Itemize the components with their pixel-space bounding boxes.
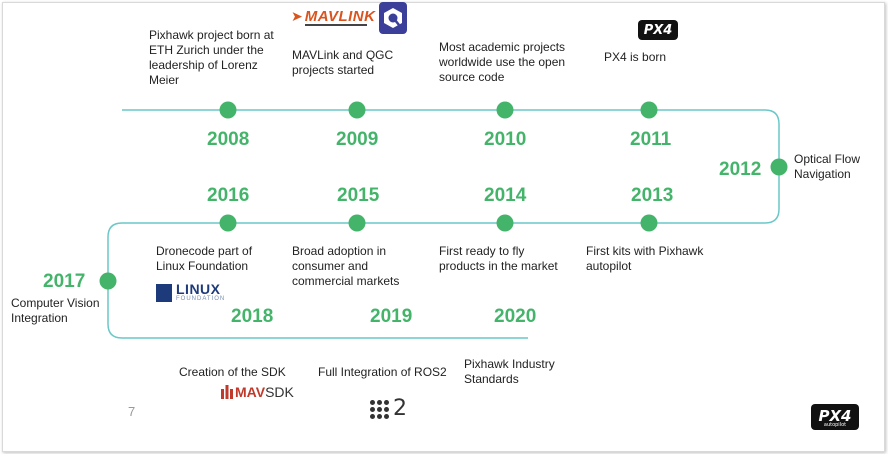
milestone-2020-text: Pixhawk Industry Standards: [464, 357, 555, 386]
milestone-2019-text: Full Integration of ROS2: [318, 365, 447, 379]
milestone-2014-text: First ready to fly products in the marke…: [439, 244, 558, 273]
year-2016: 2016: [207, 185, 250, 206]
year-2013: 2013: [631, 185, 674, 206]
milestone-2015-text: Broad adoption in consumer and commercia…: [292, 244, 400, 288]
year-2012: 2012: [719, 159, 762, 180]
milestone-dot-2013: [640, 214, 658, 232]
mavlink-logo-text: MAVLINK: [304, 7, 376, 25]
qgroundcontrol-logo: [379, 2, 407, 34]
milestone-2017-text: Computer Vision Integration: [11, 296, 100, 325]
linux-foundation-logo: LINUX FOUNDATION: [156, 282, 225, 303]
foundation-logo-text: FOUNDATION: [176, 296, 226, 302]
px4-logo-small: PX4: [638, 20, 678, 40]
milestone-dot-2016: [219, 214, 237, 232]
slide-number: 7: [128, 404, 136, 419]
mavlink-underline: [305, 24, 367, 26]
ros-dots-icon: [370, 399, 389, 419]
linux-logo-text: LINUX: [176, 281, 221, 297]
year-2014: 2014: [484, 185, 527, 206]
px4-autopilot-logo-text: PX4: [818, 406, 852, 425]
mavlink-wing-icon: ➤: [291, 7, 303, 24]
mavsdk-logo: MAV SDK: [221, 384, 294, 400]
linux-foundation-mark-icon: [156, 283, 172, 302]
year-2010: 2010: [484, 129, 527, 150]
milestone-2018-text: Creation of the SDK: [179, 365, 286, 379]
px4-autopilot-sub-text: autopilot: [823, 421, 847, 428]
qgc-icon: [384, 8, 402, 28]
milestone-dot-2017: [99, 272, 117, 290]
year-2008: 2008: [207, 129, 250, 150]
milestone-2013-text: First kits with Pixhawk autopilot: [586, 244, 704, 273]
milestone-dot-2008: [219, 101, 237, 119]
mavsdk-logo-text-a: MAV: [235, 384, 266, 400]
year-2017: 2017: [43, 271, 86, 292]
year-2020: 2020: [494, 306, 537, 327]
ros2-logo: 2: [370, 398, 407, 420]
ros2-logo-text: 2: [393, 396, 407, 421]
milestone-dot-2012: [770, 158, 788, 176]
milestone-2008-text: Pixhawk project born at ETH Zurich under…: [149, 28, 274, 87]
milestone-dot-2009: [348, 101, 366, 119]
year-2015: 2015: [337, 185, 380, 206]
milestone-2010-text: Most academic projects worldwide use the…: [439, 40, 566, 84]
milestone-dot-2014: [496, 214, 514, 232]
milestone-dot-2015: [348, 214, 366, 232]
mavlink-logo: ➤ MAVLINK: [291, 6, 375, 26]
year-2019: 2019: [370, 306, 413, 327]
year-2011: 2011: [630, 129, 672, 150]
mavsdk-mark-icon: [221, 385, 233, 399]
year-2018: 2018: [231, 306, 274, 327]
milestone-2012-text: Optical Flow Navigation: [794, 152, 861, 181]
milestone-2016-text: Dronecode part of Linux Foundation: [156, 244, 253, 273]
px4-autopilot-logo: PX4 autopilot: [811, 404, 859, 430]
px4-logo-text: PX4: [643, 22, 673, 38]
milestone-2009-text: MAVLink and QGC projects started: [292, 48, 394, 77]
milestone-dot-2011: [640, 101, 658, 119]
year-2009: 2009: [336, 129, 379, 150]
milestone-2011-text: PX4 is born: [604, 50, 667, 64]
mavsdk-logo-text-b: SDK: [265, 384, 294, 400]
milestone-dot-2010: [496, 101, 514, 119]
